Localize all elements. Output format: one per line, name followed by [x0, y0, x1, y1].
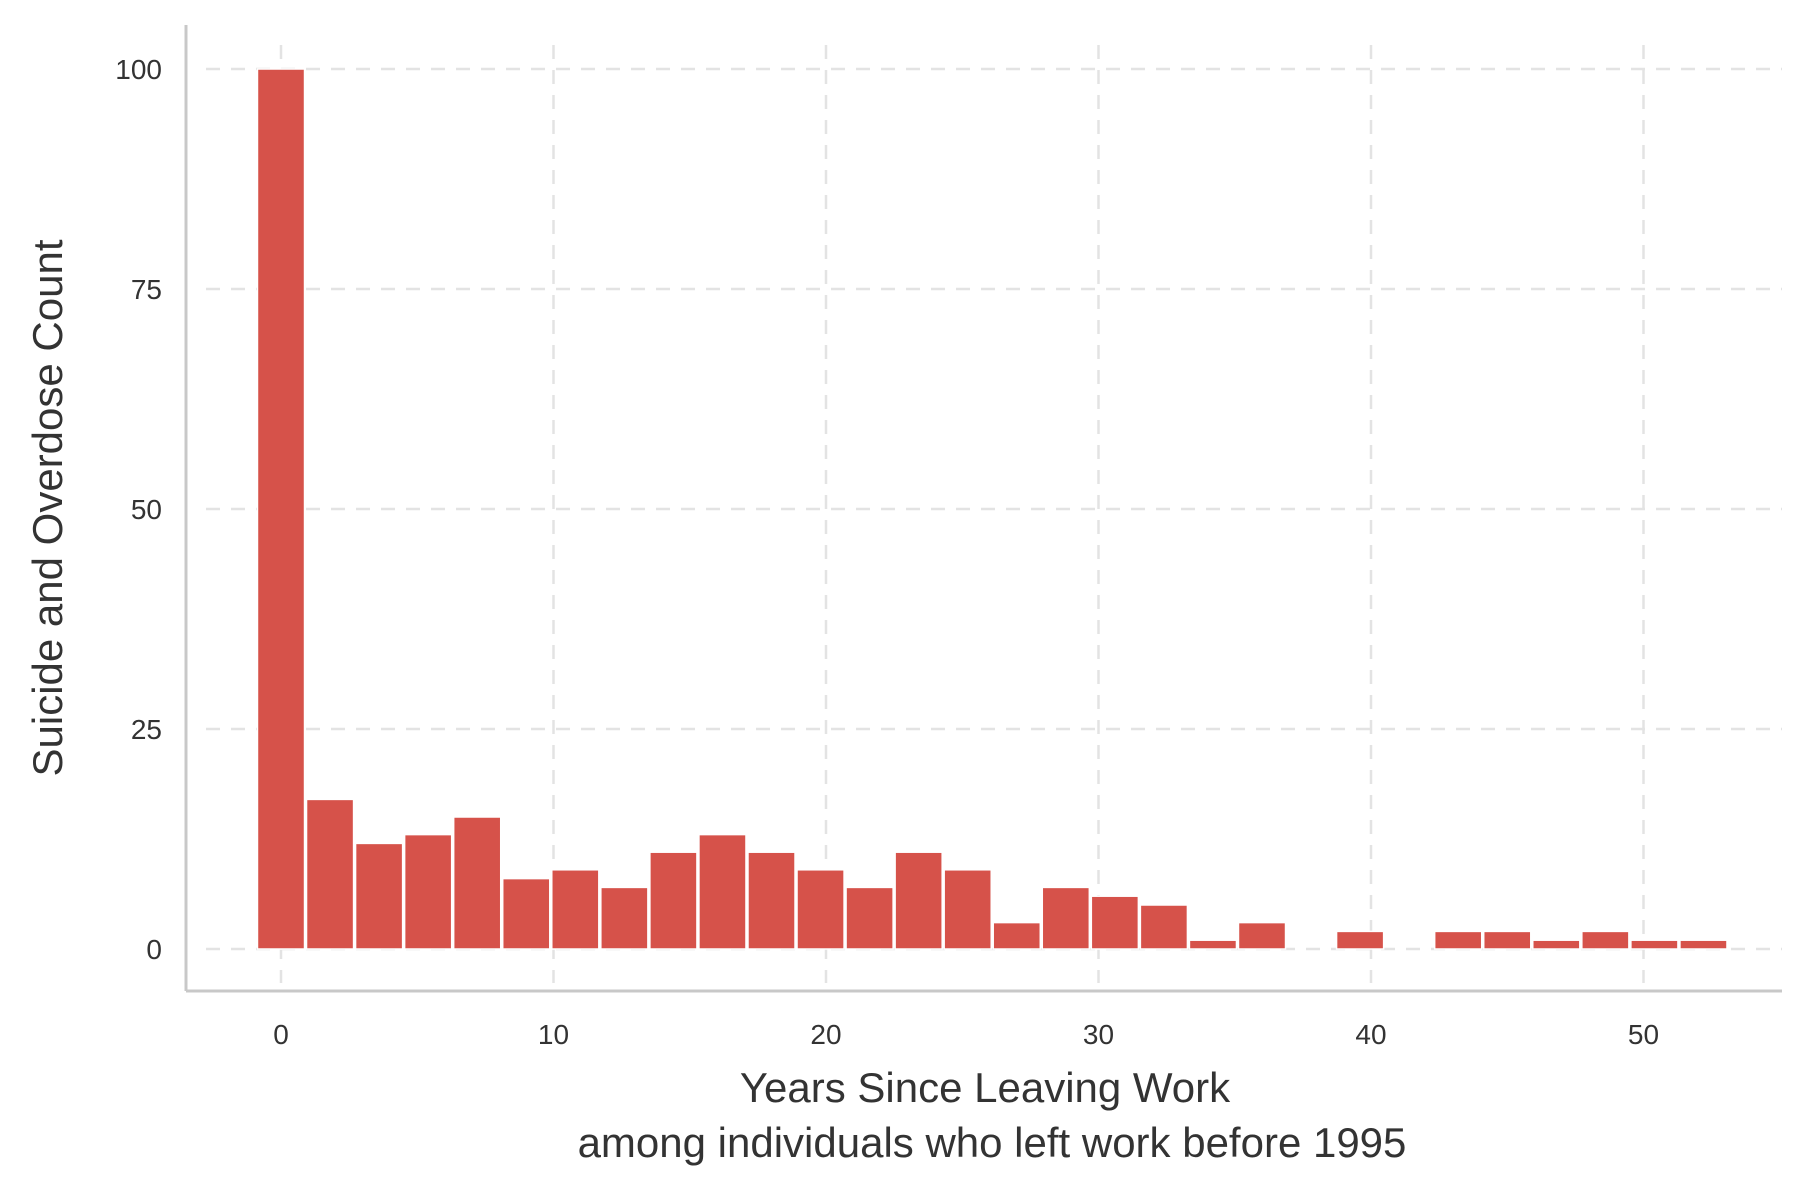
x-axis-subtitle: among individuals who left work before 1…: [578, 1119, 1407, 1166]
y-tick-label: 50: [131, 494, 162, 525]
histogram-bar: [1041, 886, 1091, 950]
histogram-bar: [845, 886, 894, 950]
histogram-bar: [1482, 930, 1532, 950]
histogram-bar: [649, 851, 698, 950]
histogram-bar: [501, 877, 551, 950]
histogram-bar: [600, 886, 649, 950]
y-tick-label: 75: [131, 274, 162, 305]
histogram-bar: [1139, 904, 1189, 950]
histogram-bar: [796, 869, 845, 950]
histogram-bar: [698, 833, 747, 950]
histogram-bar: [1679, 939, 1728, 950]
axes: [184, 25, 1782, 993]
histogram-bar: [943, 869, 992, 950]
histogram-bar: [1090, 895, 1140, 950]
x-tick-label: 20: [810, 1019, 841, 1050]
x-tick-label: 40: [1355, 1019, 1386, 1050]
y-tick-label: 0: [146, 934, 162, 965]
x-tick-label: 10: [538, 1019, 569, 1050]
histogram-bar: [747, 851, 796, 950]
histogram-bar: [452, 816, 502, 950]
y-tick-label: 100: [115, 54, 162, 85]
histogram-bar: [1237, 921, 1287, 950]
x-tick-label: 30: [1083, 1019, 1114, 1050]
histogram-bar: [1188, 939, 1238, 950]
histogram-bar: [1433, 930, 1483, 950]
y-tick-label: 25: [131, 714, 162, 745]
x-tick-label: 0: [273, 1019, 289, 1050]
histogram-bar: [894, 851, 943, 950]
histogram-bar: [551, 869, 600, 950]
histogram-bar: [1581, 930, 1630, 950]
histogram-bar: [1532, 939, 1581, 950]
y-axis-title: Suicide and Overdose Count: [24, 239, 71, 776]
histogram-bar: [403, 833, 453, 950]
histogram-bar: [1335, 930, 1385, 950]
tick-labels: 0 25 50 75 100 0 10 20 30 40 50: [115, 54, 1659, 1050]
x-tick-label: 50: [1628, 1019, 1659, 1050]
bars: [256, 68, 1728, 950]
histogram-bar: [256, 68, 306, 950]
x-axis-title: Years Since Leaving Work: [740, 1064, 1231, 1111]
histogram-bar: [992, 921, 1042, 950]
histogram-bar: [305, 798, 355, 950]
histogram-bar: [1630, 939, 1679, 950]
histogram-bar: [354, 842, 404, 950]
